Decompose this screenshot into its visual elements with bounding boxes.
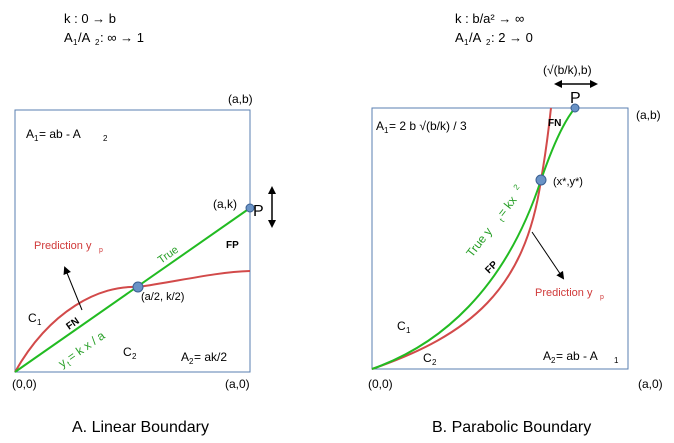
- svg-text:/A: /A: [469, 30, 482, 45]
- svg-text:Prediction y: Prediction y: [34, 240, 92, 252]
- left-point-ak: (a,k): [213, 197, 237, 211]
- right-header-k: k : b/a² → ∞: [455, 11, 524, 26]
- svg-text:p: p: [99, 247, 103, 254]
- right-true-formula: True y t = kx 2: [463, 182, 522, 260]
- right-corner-00: (0,0): [368, 377, 393, 391]
- left-point-P-dot: [245, 203, 255, 213]
- left-yt-formula: y t = k x / a: [56, 328, 108, 370]
- left-midpoint-label: (a/2, k/2): [141, 291, 184, 303]
- svg-text:C: C: [123, 345, 132, 359]
- right-prediction-arrow: [531, 231, 565, 280]
- svg-text:= ak/2: = ak/2: [194, 350, 227, 364]
- svg-text:1: 1: [37, 318, 42, 327]
- svg-text:: ∞ → 1: : ∞ → 1: [100, 30, 144, 45]
- svg-text:True y: True y: [463, 225, 495, 260]
- svg-text:C: C: [28, 311, 37, 325]
- svg-text:2: 2: [432, 358, 437, 367]
- right-true-curve: [371, 107, 576, 370]
- left-a1-formula: A 1 = ab - A 2: [26, 127, 108, 143]
- svg-text:p: p: [600, 294, 604, 301]
- svg-text:Prediction y: Prediction y: [535, 287, 593, 299]
- svg-text:C: C: [397, 319, 406, 333]
- right-top-point: (√(b/k),b): [543, 63, 592, 77]
- svg-text:t: t: [498, 216, 507, 224]
- right-point-P-dot: [570, 103, 580, 113]
- right-header-ratio: A 1 /A 2 : 2 → 0: [455, 30, 533, 47]
- svg-text:: 2 → 0: : 2 → 0: [491, 30, 533, 45]
- left-box: [14, 109, 251, 373]
- svg-text:2: 2: [189, 357, 194, 366]
- left-FN-label: FN: [64, 316, 81, 333]
- svg-text:A: A: [181, 350, 189, 364]
- left-true-label: True: [156, 244, 181, 267]
- right-FP-label: FP: [483, 259, 500, 276]
- right-prediction-label: Prediction y p: [535, 287, 604, 301]
- svg-text:= ab - A: = ab - A: [39, 127, 81, 141]
- right-caption: B. Parabolic Boundary: [432, 419, 591, 436]
- right-C2-label: C 2: [423, 351, 437, 367]
- svg-text:1: 1: [73, 38, 78, 47]
- left-corner-a0: (a,0): [225, 377, 250, 391]
- svg-text:2: 2: [486, 38, 491, 47]
- svg-text:1: 1: [384, 126, 389, 135]
- svg-text:A: A: [376, 119, 384, 133]
- right-FN-label: FN: [548, 118, 561, 129]
- right-a1-formula: A 1 = 2 b √(b/k) / 3: [376, 119, 467, 135]
- left-midpoint-dot: [132, 281, 144, 293]
- left-C2-label: C 2: [123, 345, 137, 361]
- right-corner-ab: (a,b): [636, 108, 661, 122]
- left-corner-00: (0,0): [12, 377, 37, 391]
- svg-text:2: 2: [132, 352, 137, 361]
- svg-text:/A: /A: [78, 30, 91, 45]
- left-true-line: [14, 207, 251, 373]
- svg-text:C: C: [423, 351, 432, 365]
- svg-text:2: 2: [551, 356, 556, 365]
- panel-parabolic: k : b/a² → ∞ A 1 /A 2 : 2 → 0 (√(b/k),b)…: [368, 11, 663, 436]
- right-C1-label: C 1: [397, 319, 411, 335]
- left-caption: A. Linear Boundary: [72, 419, 209, 436]
- left-prediction-label: Prediction y p: [34, 240, 103, 254]
- left-corner-ab: (a,b): [228, 92, 253, 106]
- svg-text:2: 2: [512, 182, 522, 191]
- left-header-k: k : 0 → b: [64, 11, 116, 26]
- svg-text:A: A: [455, 30, 464, 45]
- svg-text:= 2 b √(b/k) / 3: = 2 b √(b/k) / 3: [389, 119, 467, 133]
- left-a2-formula: A 2 = ak/2: [181, 350, 227, 366]
- svg-text:t: t: [65, 359, 73, 368]
- right-corner-a0: (a,0): [638, 377, 663, 391]
- right-point-P: P: [570, 90, 581, 107]
- svg-text:1: 1: [406, 326, 411, 335]
- svg-text:= ab - A: = ab - A: [556, 349, 598, 363]
- right-box: [371, 107, 629, 370]
- panel-linear: k : 0 → b A 1 /A 2 : ∞ → 1 (a,b) (0,0) (…: [12, 11, 276, 436]
- svg-text:2: 2: [95, 38, 100, 47]
- right-prediction-curve: [371, 107, 552, 370]
- left-C1-label: C 1: [28, 311, 42, 327]
- right-intersection-label: (x*,y*): [553, 176, 583, 188]
- left-prediction-arrow: [63, 266, 83, 311]
- svg-text:1: 1: [614, 356, 619, 365]
- left-point-P: P: [253, 203, 264, 220]
- right-a2-formula: A 2 = ab - A 1: [543, 349, 619, 365]
- left-header-ratio: A 1 /A 2 : ∞ → 1: [64, 30, 144, 47]
- svg-text:1: 1: [464, 38, 469, 47]
- svg-text:1: 1: [34, 134, 39, 143]
- right-intersection-dot: [535, 174, 547, 186]
- svg-text:= kx: = kx: [495, 193, 520, 219]
- left-FP-label: FP: [226, 240, 239, 251]
- svg-text:A: A: [26, 127, 34, 141]
- svg-text:A: A: [64, 30, 73, 45]
- svg-text:A: A: [543, 349, 551, 363]
- svg-text:2: 2: [103, 134, 108, 143]
